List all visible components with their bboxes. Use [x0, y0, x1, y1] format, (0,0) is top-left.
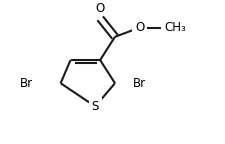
Text: Br: Br: [20, 77, 33, 90]
Text: CH₃: CH₃: [164, 21, 186, 34]
Text: Br: Br: [133, 77, 146, 90]
Text: O: O: [135, 21, 144, 34]
Text: S: S: [92, 100, 99, 113]
Text: O: O: [96, 2, 105, 16]
